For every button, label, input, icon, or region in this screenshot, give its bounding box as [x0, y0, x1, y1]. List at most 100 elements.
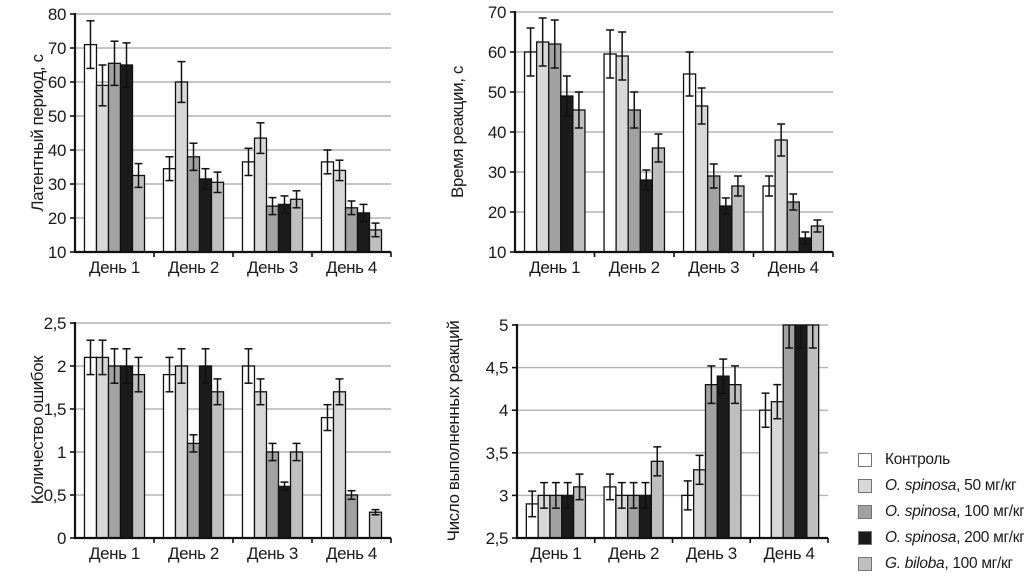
y-tick-label: 2: [57, 357, 66, 376]
bar: [651, 147, 666, 253]
y-tick-label: 40: [48, 141, 66, 160]
legend-swatch: [858, 531, 872, 545]
bar: [241, 365, 256, 539]
legend-label: Контроль: [885, 451, 950, 468]
y-axis-title-error-count: Количество ошибок: [28, 355, 47, 505]
x-tick-label: День 1: [529, 258, 580, 277]
bar: [320, 161, 335, 253]
y-tick-label: 60: [48, 73, 66, 92]
bar: [368, 511, 383, 539]
y-tick-label: 0,5: [44, 486, 66, 505]
y-axis-title-reaction-time: Время реакции, с: [448, 66, 467, 198]
legend-label: O. spinosa, 200 мг/кг: [885, 529, 1024, 546]
chart-error-count: 0 0,5 1 1,5 2 2,5 День 1 День 2 День 3 День 4: [44, 314, 392, 563]
bar: [95, 356, 110, 539]
bar: [265, 451, 280, 539]
bar: [682, 73, 697, 253]
bar: [782, 324, 796, 539]
legend-label: O. spinosa, 50 мг/кг: [885, 477, 1017, 494]
legend-swatch: [858, 479, 872, 493]
bar: [716, 375, 730, 539]
x-tick-label: День 2: [608, 544, 659, 563]
x-tick-label: День 3: [247, 544, 298, 563]
bar: [704, 383, 718, 539]
bar: [198, 178, 213, 253]
bar: [332, 391, 347, 539]
bar: [548, 43, 562, 253]
x-tick-label: День 4: [768, 258, 819, 277]
y-axis-title-latent-period: Латентный период, с: [28, 54, 47, 212]
y-axis-title-completed-reactions: Число выполненных реакций: [444, 320, 463, 542]
bar: [119, 365, 134, 539]
chart-reaction-time: 10 20 30 40 50 60 70 День 1 День 2 День 3 День 4: [488, 3, 834, 277]
chart-latent-period: 10 20 30 40 50 60 70 80 День 1 День 2 День 3 День 4: [48, 5, 392, 277]
bar: [107, 62, 122, 253]
bar: [210, 391, 225, 539]
bar: [289, 451, 304, 539]
y-tick-label: 10: [48, 243, 66, 262]
bar: [119, 64, 134, 253]
y-tick-label: 10: [488, 243, 506, 262]
bar: [174, 81, 189, 253]
y-tick-label: 1: [57, 443, 66, 462]
y-tick-label: 4,5: [486, 359, 508, 378]
legend-item: O. spinosa, 200 мг/кг: [858, 525, 1024, 551]
bar: [694, 105, 709, 253]
y-tick-label: 2,5: [44, 314, 66, 333]
chart-completed-reactions: 2,5 3 3,5 4 4,5 5 День 1 День 2 День 3 День 4: [486, 316, 829, 563]
x-tick-label: День 2: [609, 258, 660, 277]
x-tick-label: День 3: [247, 258, 298, 277]
bar: [95, 84, 110, 253]
legend-item: O. spinosa, 50 мг/кг: [858, 473, 1024, 499]
y-tick-label: 80: [48, 5, 66, 24]
legend-item: O. spinosa, 100 мг/кг: [858, 499, 1024, 525]
bar: [639, 179, 654, 253]
y-tick-label: 30: [488, 163, 506, 182]
bar: [560, 95, 574, 253]
x-tick-label: День 1: [530, 544, 581, 563]
x-tick-label: День 4: [764, 544, 815, 563]
bar: [794, 324, 808, 539]
x-tick-label: День 4: [326, 544, 377, 563]
y-tick-label: 20: [488, 203, 506, 222]
bar: [253, 391, 268, 539]
bar: [770, 401, 784, 539]
bar: [277, 485, 292, 539]
y-tick-label: 50: [48, 107, 66, 126]
x-tick-label: День 3: [688, 258, 739, 277]
bar: [603, 53, 617, 253]
bar: [774, 139, 788, 253]
legend-label: O. spinosa, 100 мг/кг: [885, 503, 1024, 520]
legend: Контроль O. spinosa, 50 мг/кг O. spinosa, …: [858, 447, 1024, 577]
x-tick-label: День 2: [168, 258, 219, 277]
legend-item: G. biloba, 100 мг/кг: [858, 551, 1024, 577]
bar: [344, 494, 359, 539]
bar: [523, 51, 538, 253]
bar: [572, 109, 586, 253]
y-tick-label: 0: [57, 529, 66, 548]
y-tick-label: 70: [488, 3, 506, 22]
y-tick-label: 2,5: [486, 529, 508, 548]
x-tick-label: День 1: [89, 258, 140, 277]
x-tick-label: День 2: [168, 544, 219, 563]
bar: [131, 373, 146, 539]
y-tick-label: 50: [488, 83, 506, 102]
bar: [806, 324, 820, 539]
bar: [198, 365, 213, 539]
legend-swatch: [858, 505, 872, 519]
bar: [615, 55, 629, 253]
bar: [535, 41, 550, 253]
x-tick-label: День 1: [89, 544, 140, 563]
bar: [320, 416, 335, 539]
bar: [332, 169, 347, 253]
bar: [107, 365, 122, 539]
x-tick-label: День 3: [686, 544, 737, 563]
bar: [162, 373, 177, 539]
legend-swatch: [858, 557, 872, 571]
y-tick-label: 3: [499, 486, 508, 505]
y-tick-label: 40: [488, 123, 506, 142]
bar: [186, 442, 201, 539]
y-tick-label: 4: [499, 401, 508, 420]
y-tick-label: 3,5: [486, 444, 508, 463]
